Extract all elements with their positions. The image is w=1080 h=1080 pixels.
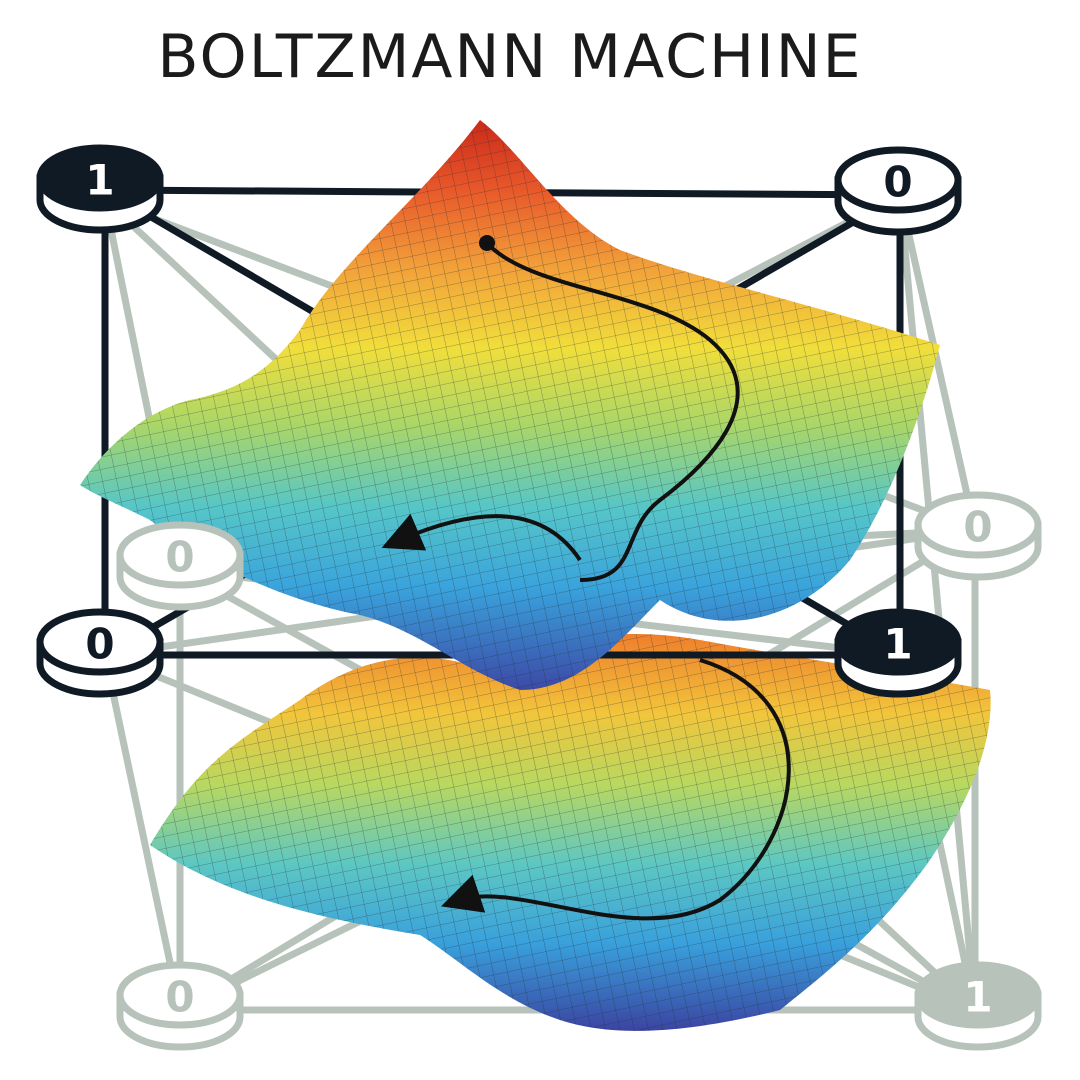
node-value: 1 bbox=[883, 620, 912, 669]
node-value: 0 bbox=[85, 620, 114, 669]
node-value: 0 bbox=[963, 503, 992, 552]
node-mid-left: 0 bbox=[36, 608, 164, 698]
node-value: 1 bbox=[963, 973, 992, 1022]
node-top-right: 0 bbox=[834, 146, 962, 236]
node-value: 1 bbox=[85, 156, 114, 205]
node-bottom-left: 0 bbox=[116, 961, 244, 1051]
node-value: 0 bbox=[883, 158, 912, 207]
node-value: 0 bbox=[165, 533, 194, 582]
energy-surface-lower bbox=[150, 634, 991, 1031]
node-back-right: 0 bbox=[914, 491, 1042, 581]
node-value: 0 bbox=[165, 973, 194, 1022]
node-mid-right: 1 bbox=[834, 608, 962, 698]
nodes: 1 0 0 1 0 0 0 1 bbox=[36, 144, 1042, 1051]
node-back-left: 0 bbox=[116, 521, 244, 611]
node-top-left: 1 bbox=[36, 144, 164, 234]
energy-surface-upper bbox=[80, 120, 940, 690]
node-bottom-right: 1 bbox=[914, 961, 1042, 1051]
title: BOLTZMANN MACHINE bbox=[157, 22, 863, 92]
